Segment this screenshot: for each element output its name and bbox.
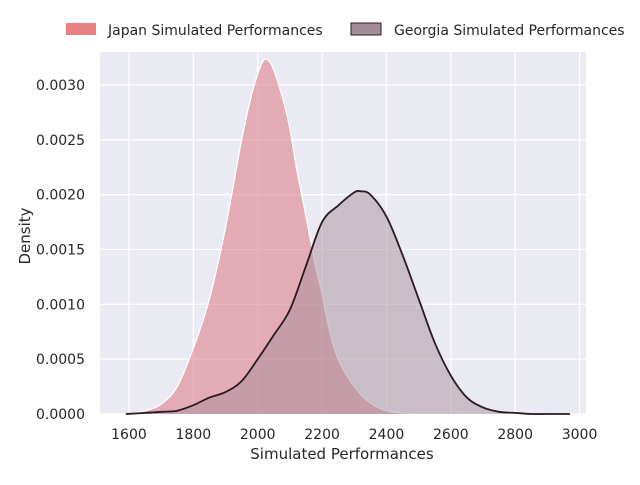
legend-label-japan: Japan Simulated Performances	[107, 23, 323, 39]
y-tick-label: 0.0020	[36, 188, 85, 204]
georgia-density-area	[125, 190, 570, 415]
y-tick-label: 0.0010	[36, 297, 85, 313]
legend-swatch-japan	[66, 23, 96, 35]
x-tick-label: 2800	[497, 427, 533, 443]
y-axis-ticks: 0.0000 0.0005 0.0010 0.0015 0.0020 0.0025 0.00…	[36, 78, 85, 423]
y-axis-title: Density	[16, 207, 34, 264]
legend: Japan Simulated Performances Georgia Sim…	[66, 22, 625, 39]
japan-density-area	[125, 58, 451, 415]
legend-swatch-georgia	[350, 22, 382, 36]
x-tick-label: 1800	[176, 427, 212, 443]
y-tick-label: 0.0000	[36, 407, 85, 423]
x-tick-label: 2400	[369, 427, 405, 443]
y-tick-label: 0.0005	[36, 352, 85, 368]
georgia-density-line	[125, 189, 570, 415]
y-tick-label: 0.0025	[36, 133, 85, 149]
x-axis-ticks: 1600 1800 2000 2200 2400 2600 2800 3000	[111, 427, 597, 443]
x-tick-label: 2600	[433, 427, 469, 443]
legend-label-georgia: Georgia Simulated Performances	[394, 23, 625, 39]
y-tick-label: 0.0030	[36, 78, 85, 94]
x-tick-label: 2000	[240, 427, 276, 443]
x-axis-title: Simulated Performances	[250, 445, 434, 463]
y-tick-label: 0.0015	[36, 242, 85, 258]
density-areas	[125, 58, 570, 415]
x-tick-label: 3000	[562, 427, 598, 443]
x-tick-label: 1600	[111, 427, 147, 443]
x-tick-label: 2200	[304, 427, 340, 443]
